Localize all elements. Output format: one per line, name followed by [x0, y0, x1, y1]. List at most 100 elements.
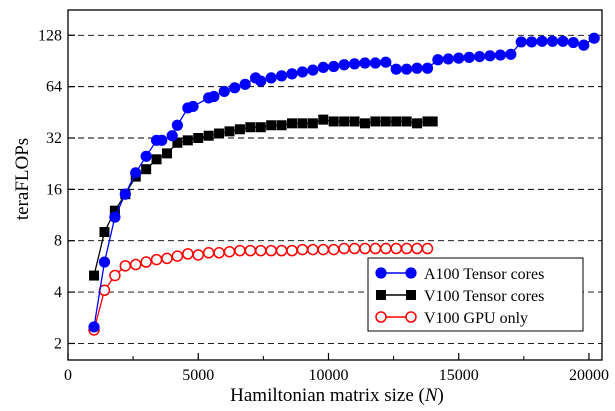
data-point — [129, 258, 142, 271]
data-point — [141, 164, 152, 175]
series-layer — [88, 32, 600, 336]
data-point — [266, 120, 277, 131]
data-point — [89, 270, 100, 281]
data-point — [265, 244, 277, 257]
data-point — [546, 35, 559, 47]
data-point — [401, 116, 412, 127]
data-point — [151, 154, 162, 165]
data-point — [166, 130, 178, 142]
data-point — [119, 188, 131, 200]
data-point — [255, 244, 267, 257]
data-point — [453, 52, 465, 64]
data-point — [140, 256, 152, 268]
data-point — [130, 167, 142, 179]
legend-label: V100 GPU only — [424, 310, 528, 327]
data-point — [327, 243, 340, 256]
y-tick-label: 32 — [46, 130, 62, 147]
data-point — [494, 49, 507, 61]
data-point — [88, 321, 100, 333]
series-a100-tensor-cores — [88, 32, 600, 333]
legend-label: V100 Tensor cores — [424, 288, 544, 305]
data-point — [296, 243, 309, 256]
data-point — [317, 243, 330, 256]
x-tick-label: 20000 — [569, 367, 609, 384]
x-axis-title-end: ) — [438, 385, 444, 406]
data-point — [421, 242, 434, 255]
legend-label: A100 Tensor cores — [424, 266, 544, 283]
data-point — [213, 247, 225, 259]
y-tick-label: 64 — [46, 79, 62, 96]
data-point — [328, 116, 339, 127]
data-point — [567, 36, 579, 49]
data-point — [307, 118, 318, 129]
legend-marker — [405, 267, 417, 279]
data-point — [369, 57, 381, 69]
data-point — [276, 70, 288, 82]
data-point — [380, 116, 391, 127]
x-axis: 0 5000 10000 15000 20000 — [64, 353, 609, 384]
data-point — [287, 118, 298, 129]
data-point — [239, 78, 251, 90]
data-point — [557, 35, 569, 47]
data-point — [234, 124, 245, 135]
x-axis-title-main: Hamiltonian matrix size ( — [230, 385, 425, 406]
data-point — [588, 32, 600, 44]
data-point — [412, 118, 423, 129]
data-point — [171, 119, 184, 131]
x-tick-label: 5000 — [182, 367, 214, 384]
legend-marker — [376, 290, 386, 300]
data-point — [536, 35, 548, 47]
data-point — [400, 242, 413, 255]
data-point — [380, 56, 392, 68]
data-point — [369, 242, 382, 255]
data-point — [161, 148, 172, 159]
data-point — [234, 244, 246, 257]
data-point — [370, 116, 381, 127]
data-point — [224, 126, 235, 137]
data-point — [109, 205, 120, 216]
data-point — [401, 63, 413, 75]
x-tick-label: 0 — [64, 367, 72, 384]
data-point — [265, 72, 277, 84]
x-axis-title: Hamiltonian matrix size (N) — [230, 385, 444, 406]
data-point — [98, 256, 111, 268]
legend-item: V100 GPU only — [375, 310, 528, 327]
data-point — [463, 51, 475, 63]
data-point — [515, 36, 527, 48]
data-point — [119, 260, 132, 272]
series-line — [93, 118, 433, 276]
data-point — [359, 242, 371, 255]
data-point — [390, 242, 402, 255]
data-point — [317, 61, 329, 73]
data-point — [244, 244, 257, 257]
data-point — [255, 75, 267, 87]
data-point — [380, 242, 392, 255]
data-point — [172, 137, 183, 148]
data-point — [161, 252, 173, 265]
data-point — [229, 82, 241, 94]
y-tick-label: 16 — [46, 181, 62, 198]
data-point — [391, 116, 402, 127]
data-point — [473, 50, 486, 63]
legend-marker — [375, 311, 387, 323]
data-point — [140, 150, 152, 162]
data-point — [307, 64, 319, 76]
data-point — [109, 211, 121, 223]
data-point — [338, 242, 350, 255]
data-point — [432, 54, 444, 66]
data-point — [421, 62, 434, 74]
y-tick-label: 8 — [54, 233, 62, 250]
data-point — [245, 122, 256, 133]
data-point — [348, 242, 361, 255]
legend: A100 Tensor cores V100 Tensor cores V100 G… — [367, 257, 584, 332]
x-tick-label: 15000 — [439, 367, 479, 384]
legend-item: V100 Tensor cores — [376, 288, 544, 305]
legend-item: A100 Tensor cores — [375, 266, 544, 283]
y-axis-title: teraFLOPs — [12, 138, 33, 220]
data-point — [214, 128, 225, 139]
x-tick-label: 10000 — [308, 367, 348, 384]
data-point — [442, 53, 454, 65]
data-point — [182, 248, 194, 260]
data-point — [275, 244, 288, 257]
